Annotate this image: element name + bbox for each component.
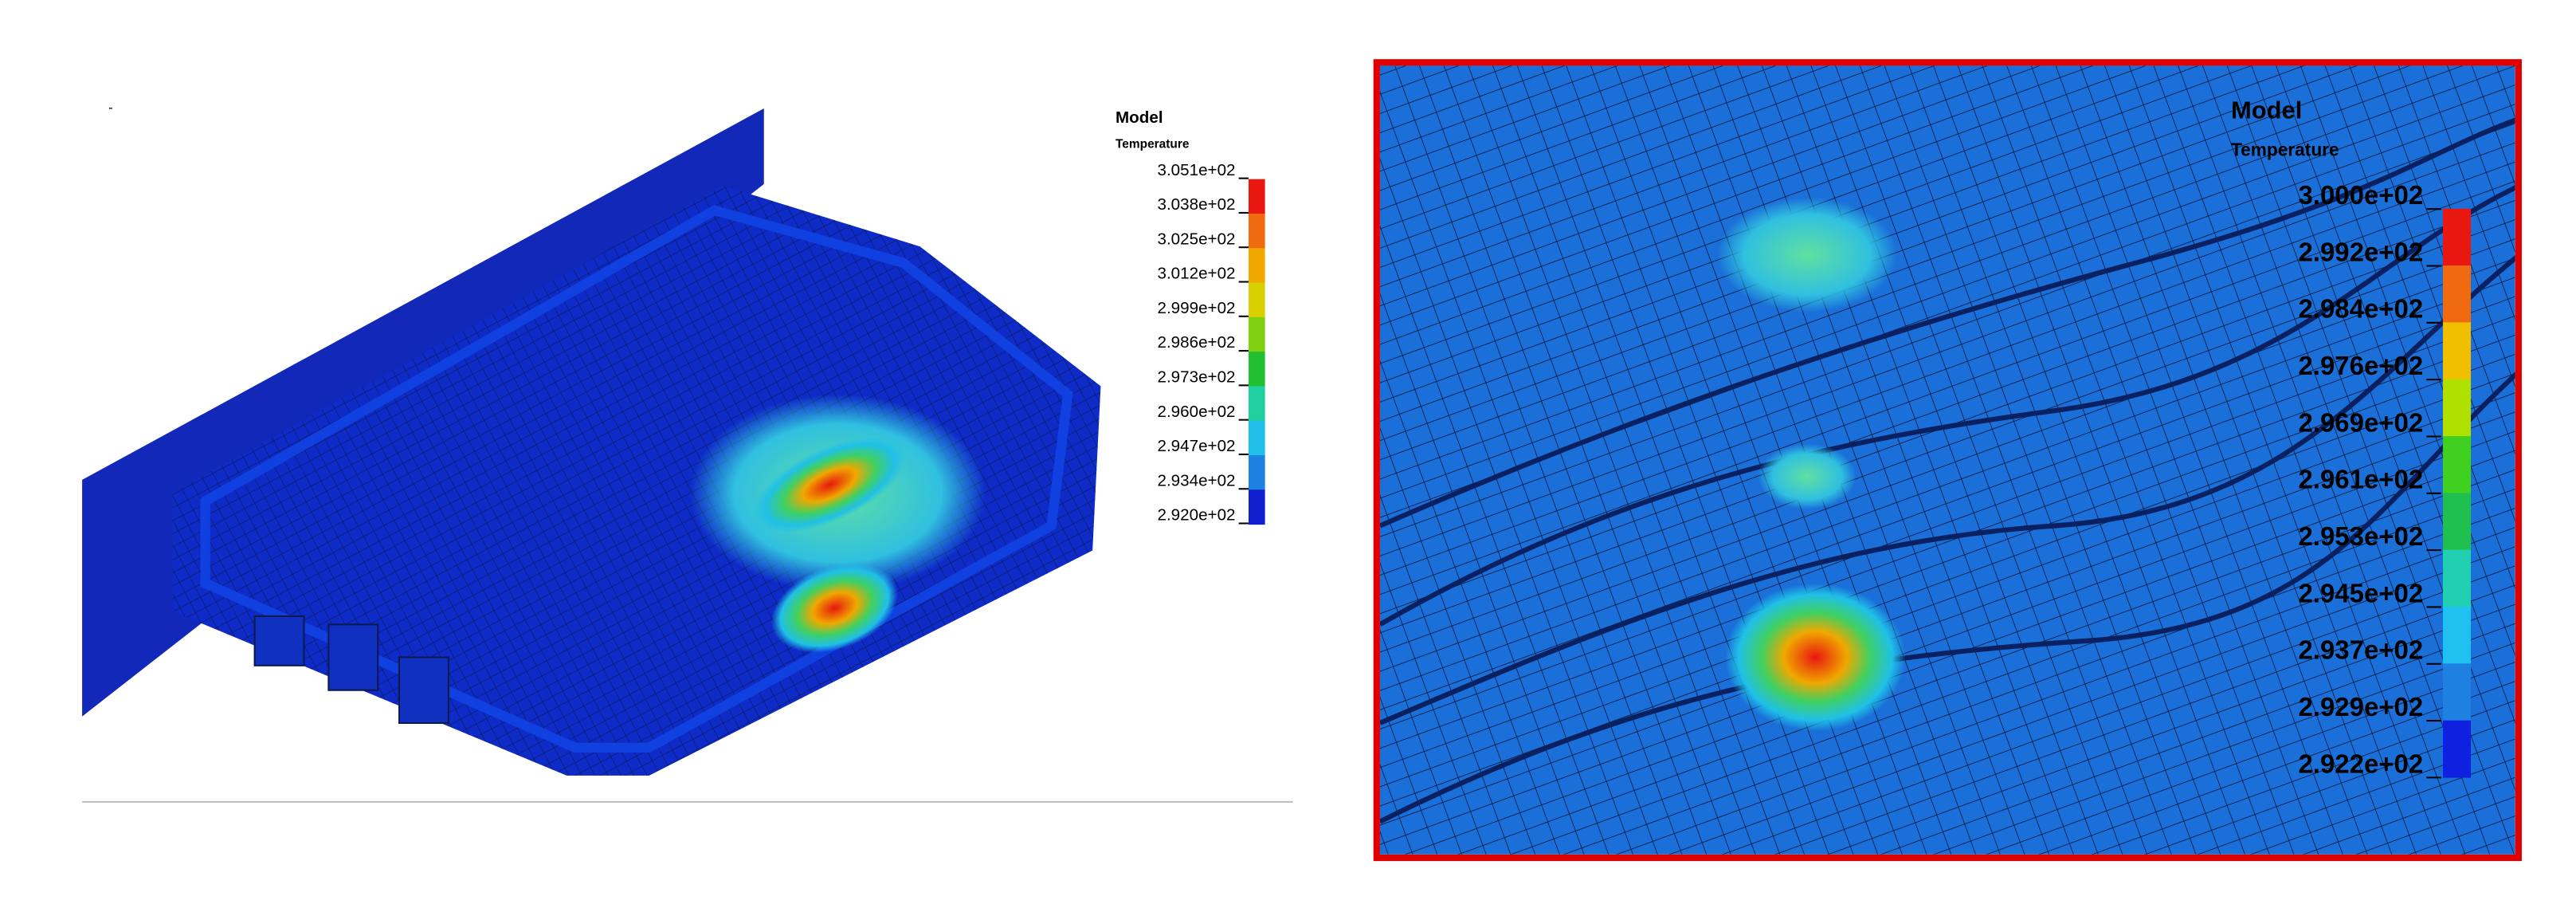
legend-swatch <box>1249 179 1265 214</box>
legend-swatch <box>2442 265 2472 324</box>
legend-label: 2.976e+02 <box>2298 351 2423 380</box>
legend-swatch <box>2442 379 2472 437</box>
legend-label: 3.000e+02 <box>2298 180 2423 210</box>
legend-swatch <box>1249 454 1265 490</box>
surface-mesh <box>1379 65 2515 855</box>
highlight-frame <box>1373 59 2522 862</box>
legend-label: 2.973e+02 <box>1158 368 1236 387</box>
legend-swatch <box>1249 420 1265 456</box>
legend-swatch <box>1249 282 1265 318</box>
hot-spot <box>770 563 898 653</box>
legend-label: 2.960e+02 <box>1158 403 1236 421</box>
legend-swatch <box>2442 607 2472 664</box>
legend-label: 2.969e+02 <box>2298 407 2423 437</box>
legend-label: 2.947e+02 <box>1158 437 1236 455</box>
legend-subtitle: Temperature <box>1115 137 1190 151</box>
legend-title: Model <box>2231 96 2302 124</box>
legend-label: 3.012e+02 <box>1158 265 1236 283</box>
left-model: - <box>82 100 1293 803</box>
legend-swatch <box>1249 489 1265 525</box>
legend-swatch <box>1249 248 1265 284</box>
fold <box>1379 255 2515 725</box>
fold <box>1379 185 2515 627</box>
warm-zone <box>1716 197 1898 313</box>
fold <box>1379 117 2515 529</box>
legend-swatch <box>1249 386 1265 422</box>
legend-label: 2.953e+02 <box>2298 521 2423 551</box>
hot-spot <box>1724 583 1906 732</box>
legend-swatch <box>2442 720 2472 778</box>
legend-title: Model <box>1115 108 1163 127</box>
legend-swatch <box>2442 322 2472 380</box>
legend-label: 2.986e+02 <box>1158 333 1236 352</box>
legend-label: 2.920e+02 <box>1158 506 1236 525</box>
marker: - <box>108 100 113 115</box>
legend-label: 2.937e+02 <box>2298 635 2423 665</box>
legend-swatch <box>2442 663 2472 721</box>
legend-label: 2.992e+02 <box>2298 237 2423 266</box>
legend-label: 2.984e+02 <box>2298 294 2423 324</box>
legend-subtitle: Temperature <box>2231 140 2339 160</box>
legend-swatch <box>1249 352 1265 387</box>
legend-label: 2.945e+02 <box>2298 578 2423 607</box>
legend-swatch <box>2442 436 2472 493</box>
legend-label: 2.929e+02 <box>2298 692 2423 721</box>
legend-swatch <box>1249 316 1265 352</box>
warm-zone <box>1758 443 1857 509</box>
legend-label: 2.934e+02 <box>1158 471 1236 489</box>
legend-label: 2.999e+02 <box>1158 299 1236 317</box>
legend-swatch <box>2442 208 2472 266</box>
legend-swatch <box>1249 213 1265 249</box>
tab <box>253 615 305 666</box>
right-legend: Model Temperature 3.000e+02 2.992e+02 2.98… <box>2231 96 2472 779</box>
left-legend: Model Temperature 3.051e+02 3.038e+02 3.02… <box>1115 108 1265 525</box>
legend-label: 3.025e+02 <box>1158 230 1236 248</box>
right-model <box>1379 65 2515 855</box>
legend-label: 2.922e+02 <box>2298 749 2423 778</box>
hot-spot <box>753 437 906 533</box>
tab <box>398 656 449 724</box>
fold <box>1379 371 2515 824</box>
legend-label: 2.961e+02 <box>2298 465 2423 494</box>
tab <box>327 623 379 691</box>
legend-swatch <box>2442 493 2472 551</box>
legend-swatch <box>2442 549 2472 607</box>
legend-label: 3.038e+02 <box>1158 195 1236 214</box>
legend-label: 3.051e+02 <box>1158 161 1236 179</box>
